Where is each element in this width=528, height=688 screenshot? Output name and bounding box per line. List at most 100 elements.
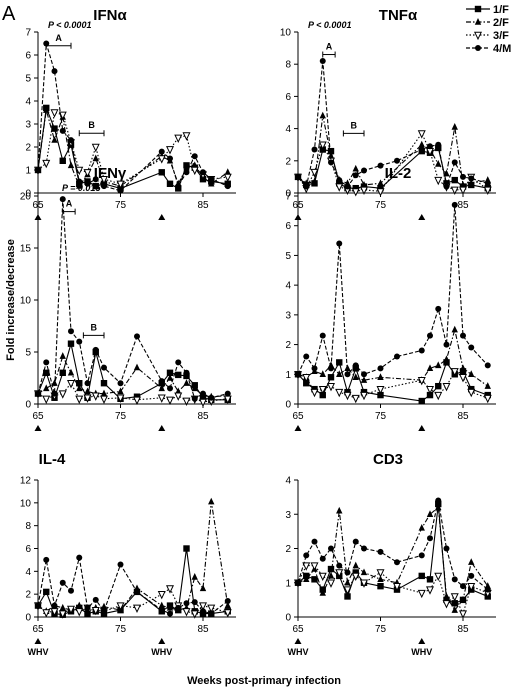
p-value-label: P = 0.015: [62, 183, 101, 193]
y-tick-label: 10: [20, 498, 32, 509]
data-point: [417, 377, 426, 386]
data-point: [175, 604, 182, 611]
data-point: [311, 365, 318, 372]
data-point: [91, 392, 100, 401]
data-point: [35, 167, 41, 173]
data-point: [344, 371, 351, 378]
data-point: [418, 523, 425, 531]
y-tick-label: 0: [25, 613, 31, 624]
y-tick-label: 5: [25, 74, 31, 85]
whv-label: WHV: [28, 647, 49, 657]
y-tick-label: 0: [285, 400, 291, 411]
data-point: [310, 388, 319, 398]
data-point: [351, 394, 360, 404]
data-point: [377, 373, 384, 380]
data-point: [327, 147, 335, 155]
data-point: [42, 395, 51, 404]
data-point: [352, 164, 359, 172]
data-point: [343, 586, 352, 595]
data-point: [460, 583, 466, 590]
data-point: [92, 182, 99, 190]
data-point: [319, 111, 326, 119]
data-point: [199, 398, 207, 408]
data-point: [190, 166, 199, 176]
bracket-label: A: [326, 42, 333, 52]
data-point: [303, 183, 310, 190]
data-point: [459, 180, 467, 188]
data-point: [427, 535, 433, 542]
data-point: [58, 390, 67, 399]
data-point: [360, 376, 368, 383]
data-point: [418, 572, 425, 580]
y-tick-label: 4: [25, 97, 31, 108]
y-tick-label: 1: [25, 166, 31, 177]
data-point: [35, 390, 41, 397]
data-point: [76, 178, 83, 185]
data-point: [116, 394, 125, 403]
data-point: [460, 332, 466, 339]
data-point: [434, 176, 443, 186]
data-point: [182, 397, 191, 407]
data-point: [67, 340, 75, 347]
series-line: [297, 360, 488, 402]
data-point: [191, 161, 198, 169]
y-tick-label: 1: [285, 578, 291, 589]
data-point: [295, 371, 301, 378]
series-3-F: [34, 585, 232, 619]
data-point: [295, 173, 301, 180]
data-point: [336, 506, 343, 514]
data-point: [182, 608, 191, 617]
data-point: [51, 602, 58, 609]
data-point: [467, 582, 476, 592]
data-point: [435, 141, 442, 148]
y-tick-label: 2: [25, 143, 31, 154]
data-point: [92, 346, 99, 353]
series-4-M: [35, 554, 231, 617]
data-point: [468, 344, 475, 351]
data-point: [360, 391, 368, 401]
data-point: [183, 600, 190, 607]
data-point: [191, 384, 198, 392]
data-point: [224, 183, 231, 190]
bracket-label: A: [55, 33, 62, 43]
data-point: [158, 148, 165, 155]
y-tick-label: 2: [25, 590, 31, 601]
data-point: [335, 569, 344, 578]
data-point: [75, 395, 84, 404]
data-point: [166, 146, 174, 155]
x-tick-label: 65: [32, 624, 44, 635]
data-point: [426, 576, 434, 583]
y-tick-label: 2: [285, 544, 291, 555]
data-point: [166, 603, 174, 611]
x-tick-label: 85: [197, 200, 209, 211]
series-4-M: [295, 497, 491, 593]
data-point: [51, 136, 58, 143]
data-point: [76, 554, 83, 561]
data-point: [360, 568, 368, 576]
data-point: [191, 395, 198, 402]
data-point: [394, 353, 400, 360]
data-point: [191, 153, 198, 160]
chart-title: IL-4: [39, 451, 66, 468]
data-point: [167, 385, 173, 392]
y-tick-label: 1: [285, 370, 291, 381]
data-point: [318, 572, 327, 582]
data-point: [377, 391, 384, 399]
data-point: [295, 579, 301, 586]
y-tick-label: 6: [25, 544, 31, 555]
data-point: [377, 179, 384, 187]
data-point: [352, 172, 359, 179]
x-tick-label: 75: [375, 411, 387, 422]
data-point: [58, 610, 67, 619]
data-point: [157, 590, 166, 600]
data-point: [157, 394, 166, 403]
data-point: [43, 384, 50, 392]
data-point: [183, 545, 190, 552]
y-tick-label: 20: [20, 192, 32, 203]
data-point: [133, 604, 141, 614]
data-point: [394, 559, 400, 566]
data-point: [336, 240, 343, 247]
data-point: [318, 385, 327, 395]
series-line: [297, 503, 489, 604]
data-point: [43, 359, 50, 366]
